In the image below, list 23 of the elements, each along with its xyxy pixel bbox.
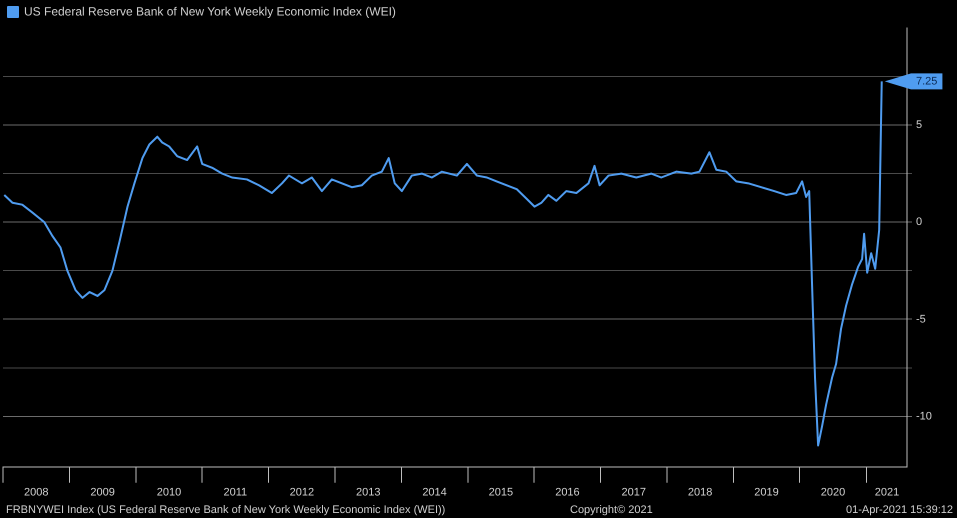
x-tick-label: 2015 <box>488 486 514 498</box>
text: Copyright© 2021 <box>570 504 653 516</box>
x-tick-label: 2021 <box>874 486 900 498</box>
x-tick-label: 2016 <box>555 486 580 498</box>
x-tick-label: 2008 <box>24 486 49 498</box>
text: 01-Apr-2021 15:39:12 <box>846 504 953 516</box>
x-tick-label: 2020 <box>820 486 846 498</box>
x-tick-label: 2019 <box>754 486 779 498</box>
x-tick-label: 2014 <box>422 486 447 498</box>
x-tick-label: 2009 <box>90 486 115 498</box>
x-tick-label: 2013 <box>356 486 380 498</box>
x-tick-label: 2010 <box>156 486 182 498</box>
x-tick-label: 2012 <box>290 486 314 498</box>
legend-label: US Federal Reserve Bank of New York Weekly Economic Index (WEI) <box>24 4 396 18</box>
y-tick-label: -5 <box>916 313 926 326</box>
annotation: 7.25 <box>916 75 938 88</box>
y-tick-label: 5 <box>916 119 922 132</box>
y-tick-label: -10 <box>916 410 932 422</box>
x-tick-label: 2018 <box>688 486 712 498</box>
x-tick-label: 2017 <box>622 486 646 498</box>
y-tick-label: 0 <box>916 216 922 228</box>
x-tick-label: 2011 <box>223 486 248 498</box>
text: FRBNYWEI Index (US Federal Reserve Bank of New York Weekly Economic Index (WEI)) <box>6 504 446 516</box>
